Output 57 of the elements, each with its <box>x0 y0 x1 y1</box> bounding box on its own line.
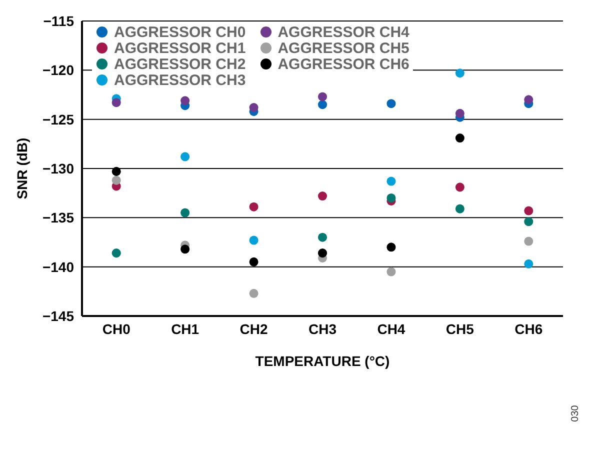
text: 030 <box>570 405 582 422</box>
point <box>455 182 464 192</box>
point <box>180 208 190 218</box>
point <box>318 92 328 102</box>
point <box>249 288 258 298</box>
x-tick-label: CH6 <box>514 320 543 337</box>
x-tick-label: CH4 <box>377 320 406 337</box>
y-tick-label: −115 <box>43 12 74 29</box>
legend-label: AGGRESSOR CH2 <box>114 56 246 72</box>
point <box>455 68 464 78</box>
point <box>386 176 396 186</box>
y-tick-label: −130 <box>42 160 74 176</box>
y-axis-title: SNR (dB) <box>14 138 30 200</box>
y-tick-label: −140 <box>42 258 74 275</box>
y-tick-label: −120 <box>42 62 74 78</box>
point <box>112 98 121 108</box>
point <box>180 244 190 254</box>
point <box>318 248 328 258</box>
legend-label: AGGRESSOR CH4 <box>278 24 410 40</box>
point <box>386 267 396 276</box>
y-tick-label: −125 <box>42 111 74 128</box>
point <box>180 152 190 162</box>
point <box>386 242 396 252</box>
legend-label: AGGRESSOR CH6 <box>278 56 410 72</box>
x-axis-title: TEMPERATURE (°C) <box>255 353 390 369</box>
point <box>112 176 121 185</box>
point <box>386 193 396 203</box>
y-tick-label: −135 <box>42 210 74 226</box>
point <box>524 95 534 104</box>
x-tick-label: CH1 <box>171 320 200 337</box>
point <box>524 217 534 226</box>
x-tick-label: CH3 <box>308 320 337 337</box>
point <box>249 103 258 112</box>
legend-label: AGGRESSOR CH3 <box>114 72 246 88</box>
point <box>524 206 534 216</box>
point <box>455 108 464 118</box>
point <box>318 192 328 201</box>
point <box>524 236 534 246</box>
y-tick-label: −145 <box>42 308 74 324</box>
x-tick-label: CH2 <box>240 320 268 337</box>
point <box>318 100 328 110</box>
x-tick-label: CH5 <box>446 320 474 337</box>
point <box>112 248 121 258</box>
legend-label: AGGRESSOR CH0 <box>114 24 246 40</box>
point <box>455 134 464 143</box>
point <box>249 257 258 266</box>
point <box>249 236 258 245</box>
point <box>112 166 121 176</box>
point <box>180 96 190 106</box>
point <box>318 232 328 242</box>
legend-label: AGGRESSOR CH5 <box>278 40 410 56</box>
point <box>386 99 396 108</box>
point <box>455 204 464 214</box>
x-tick-label: CH0 <box>102 320 131 337</box>
legend-label: AGGRESSOR CH1 <box>114 40 246 56</box>
point <box>249 202 258 212</box>
point <box>524 259 534 268</box>
